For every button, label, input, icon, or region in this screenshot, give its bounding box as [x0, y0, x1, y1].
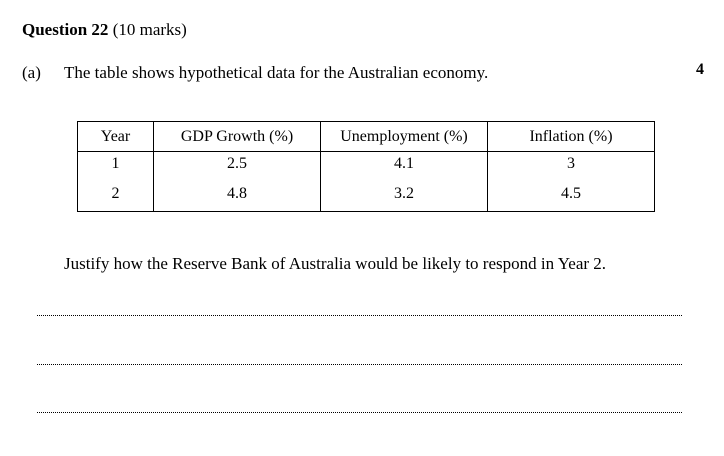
- table-row: 1 2.5 4.1 3: [77, 151, 655, 182]
- cell-unemployment: 4.1: [320, 151, 488, 182]
- header-gdp-growth: GDP Growth (%): [153, 121, 321, 152]
- answer-line[interactable]: [37, 364, 682, 365]
- part-marks: 4: [696, 61, 704, 78]
- table-row: 2 4.8 3.2 4.5: [77, 181, 655, 212]
- cell-gdp-growth: 2.5: [153, 151, 321, 182]
- question-prompt: Justify how the Reserve Bank of Australi…: [64, 254, 607, 273]
- part-text: The table shows hypothetical data for th…: [64, 63, 489, 82]
- answer-line[interactable]: [37, 315, 682, 316]
- data-table: Year GDP Growth (%) Unemployment (%) Inf…: [77, 121, 655, 212]
- answer-line[interactable]: [37, 412, 682, 413]
- cell-unemployment: 3.2: [320, 181, 488, 212]
- cell-inflation: 3: [487, 151, 655, 182]
- cell-year: 2: [77, 181, 154, 212]
- question-number: Question 22: [22, 20, 109, 39]
- cell-year: 1: [77, 151, 154, 182]
- question-marks: (10 marks): [112, 20, 187, 39]
- header-year: Year: [77, 121, 154, 152]
- part-label: (a): [22, 63, 41, 82]
- table-header-row: Year GDP Growth (%) Unemployment (%) Inf…: [77, 121, 655, 152]
- cell-gdp-growth: 4.8: [153, 181, 321, 212]
- header-inflation: Inflation (%): [487, 121, 655, 152]
- cell-inflation: 4.5: [487, 181, 655, 212]
- question-heading: Question 22 (10 marks): [22, 20, 187, 40]
- header-unemployment: Unemployment (%): [320, 121, 488, 152]
